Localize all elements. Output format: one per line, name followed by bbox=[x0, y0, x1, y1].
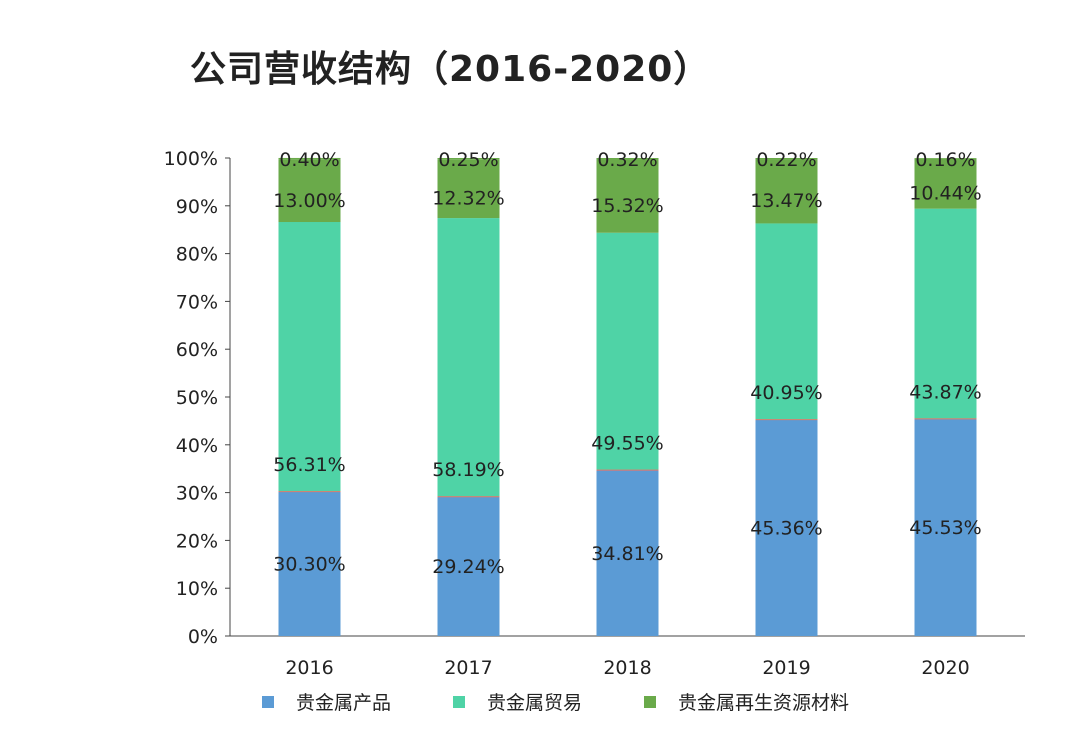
legend-item: 贵金属再生资源材料 bbox=[644, 688, 849, 715]
legend-label: 贵金属贸易 bbox=[487, 692, 583, 714]
data-label: 0.16% bbox=[915, 149, 975, 171]
data-label: 29.24% bbox=[432, 556, 504, 578]
y-tick-label: 80% bbox=[176, 244, 218, 266]
legend-swatch bbox=[453, 695, 466, 708]
legend-swatch bbox=[644, 695, 657, 708]
legend-label: 贵金属再生资源材料 bbox=[678, 692, 850, 714]
data-label: 58.19% bbox=[432, 459, 504, 481]
data-label: 13.47% bbox=[750, 190, 822, 212]
data-label: 43.87% bbox=[909, 381, 981, 403]
x-tick-label: 2017 bbox=[444, 657, 492, 679]
bar-segment bbox=[437, 159, 500, 219]
data-label: 12.32% bbox=[432, 188, 504, 210]
y-tick-label: 50% bbox=[176, 387, 218, 409]
data-label: 40.95% bbox=[750, 382, 822, 404]
legend-swatch bbox=[262, 695, 274, 708]
bar-segment bbox=[596, 159, 659, 233]
bar-segment bbox=[914, 418, 977, 636]
data-label: 30.30% bbox=[273, 554, 345, 576]
data-label: 0.25% bbox=[438, 149, 498, 171]
x-tick-label: 2016 bbox=[285, 657, 333, 679]
bar-segment bbox=[755, 158, 818, 160]
data-label: 0.22% bbox=[756, 149, 816, 171]
data-label: 45.36% bbox=[750, 518, 822, 540]
legend: 贵金属产品 贵金属贸易 贵金属再生资源材料 bbox=[262, 688, 911, 715]
bar-segment bbox=[596, 232, 659, 470]
bar-segment bbox=[437, 218, 500, 497]
y-tick-label: 0% bbox=[188, 626, 218, 648]
y-tick-label: 40% bbox=[176, 435, 218, 457]
y-tick-label: 10% bbox=[176, 578, 218, 600]
y-tick-label: 90% bbox=[176, 196, 218, 218]
x-tick-label: 2019 bbox=[762, 657, 810, 679]
bar-segment bbox=[278, 491, 341, 636]
data-label: 56.31% bbox=[273, 454, 345, 476]
data-label: 49.55% bbox=[591, 433, 663, 455]
y-tick-label: 70% bbox=[176, 291, 218, 313]
data-label: 13.00% bbox=[273, 190, 345, 212]
bar-segment bbox=[278, 222, 341, 492]
y-tick-label: 60% bbox=[176, 339, 218, 361]
bar-segment bbox=[437, 158, 500, 160]
bar-segment bbox=[437, 496, 500, 636]
legend-item: 贵金属贸易 bbox=[453, 688, 582, 715]
data-label: 10.44% bbox=[909, 183, 981, 205]
bar-segment bbox=[755, 419, 818, 636]
bar-segment bbox=[278, 157, 341, 160]
x-tick-label: 2020 bbox=[921, 657, 969, 679]
data-label: 34.81% bbox=[591, 543, 663, 565]
y-tick-label: 100% bbox=[164, 148, 218, 170]
bar-segment bbox=[914, 158, 977, 209]
bar-segment bbox=[596, 469, 659, 636]
bar-segment bbox=[755, 223, 818, 420]
data-label: 45.53% bbox=[909, 517, 981, 539]
bar-segment bbox=[755, 159, 818, 224]
data-label: 0.40% bbox=[279, 149, 339, 171]
legend-item: 贵金属产品 bbox=[262, 688, 391, 715]
y-tick-label: 20% bbox=[176, 530, 218, 552]
bar-segment bbox=[914, 158, 977, 159]
chart-title: 公司营收结构（2016-2020） bbox=[190, 49, 711, 90]
y-tick-label: 30% bbox=[176, 483, 218, 505]
data-label: 0.32% bbox=[597, 149, 657, 171]
legend-label: 贵金属产品 bbox=[296, 692, 392, 714]
bar-segment bbox=[914, 208, 977, 419]
bar-segment bbox=[278, 159, 341, 223]
x-tick-label: 2018 bbox=[603, 657, 651, 679]
data-label: 15.32% bbox=[591, 195, 663, 217]
bar-segment bbox=[596, 158, 659, 160]
